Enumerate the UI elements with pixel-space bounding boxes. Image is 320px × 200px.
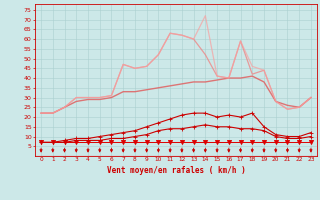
X-axis label: Vent moyen/en rafales ( km/h ): Vent moyen/en rafales ( km/h ) xyxy=(107,166,245,175)
